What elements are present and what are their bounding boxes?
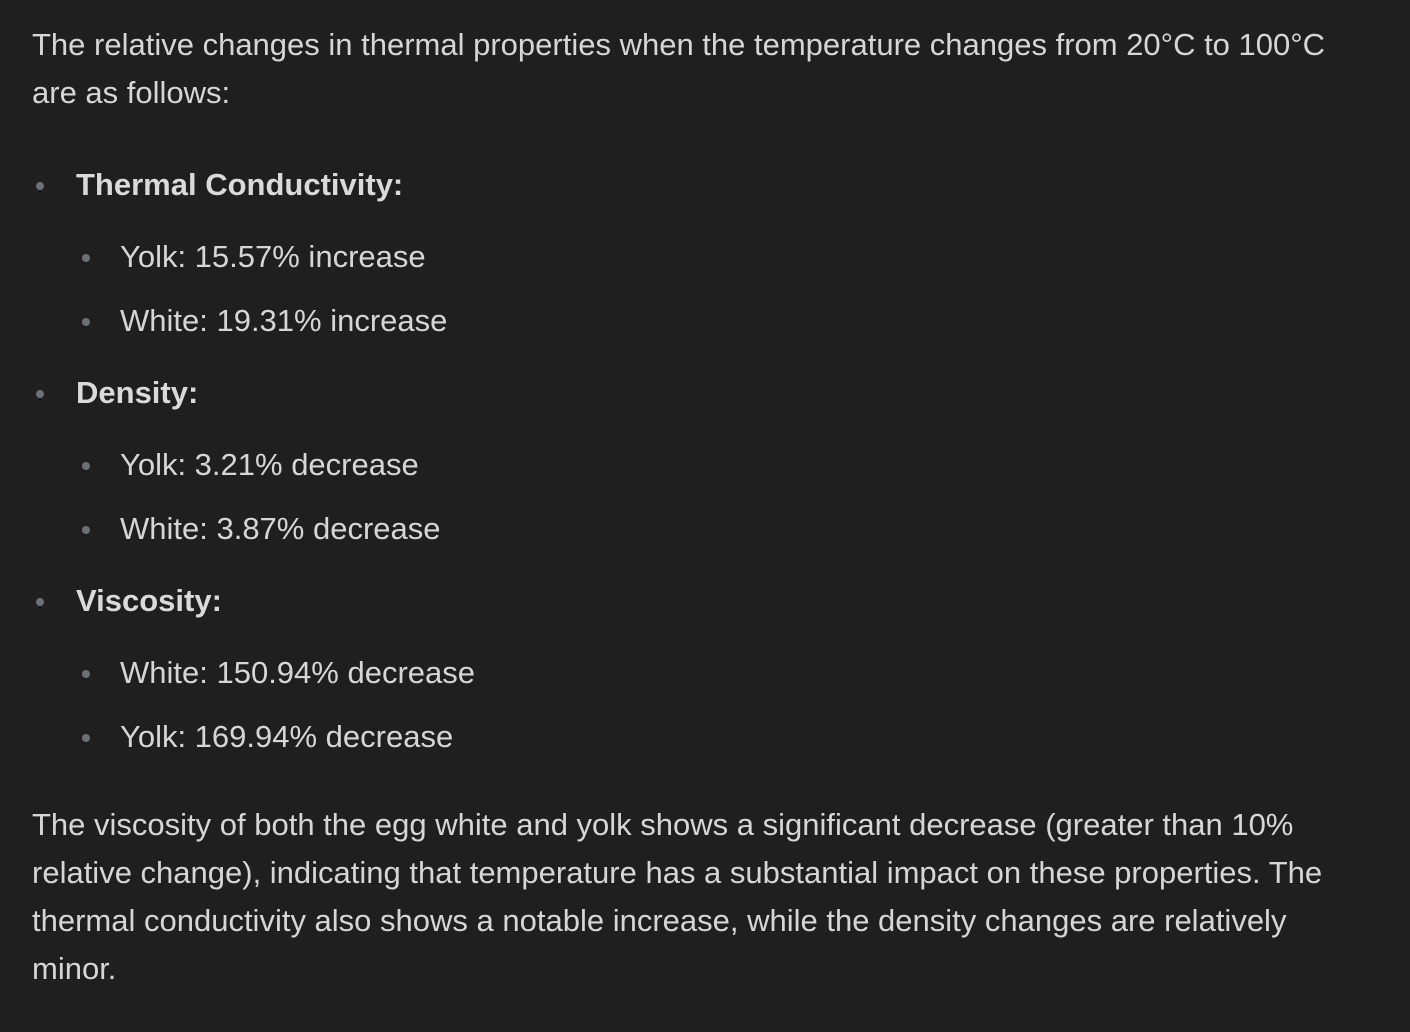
- bullet-icon: [82, 462, 90, 470]
- list-item-text: White: 19.31% increase: [120, 303, 448, 338]
- bullet-icon: [82, 670, 90, 678]
- category-viscosity: Viscosity: White: 150.94% decrease Yolk:…: [32, 577, 1370, 761]
- list-item: Yolk: 3.21% decrease: [82, 441, 1370, 489]
- intro-paragraph: The relative changes in thermal properti…: [32, 27, 1326, 110]
- list-item: White: 19.31% increase: [82, 297, 1370, 345]
- category-thermal-conductivity: Thermal Conductivity: Yolk: 15.57% incre…: [32, 161, 1370, 345]
- sub-list: White: 150.94% decrease Yolk: 169.94% de…: [76, 649, 1370, 761]
- bullet-icon: [82, 526, 90, 534]
- bullet-icon: [36, 182, 44, 190]
- conclusion-paragraph: The viscosity of both the egg white and …: [32, 807, 1323, 986]
- list-item: White: 150.94% decrease: [82, 649, 1370, 697]
- list-item: White: 3.87% decrease: [82, 505, 1370, 553]
- category-title: Viscosity:: [76, 583, 222, 618]
- sub-list: Yolk: 3.21% decrease White: 3.87% decrea…: [76, 441, 1370, 553]
- bullet-icon: [82, 318, 90, 326]
- sub-list: Yolk: 15.57% increase White: 19.31% incr…: [76, 233, 1370, 345]
- category-density: Density: Yolk: 3.21% decrease White: 3.8…: [32, 369, 1370, 553]
- bullet-icon: [82, 254, 90, 262]
- list-item-text: White: 3.87% decrease: [120, 511, 441, 546]
- message-content: The relative changes in thermal properti…: [32, 27, 1370, 986]
- list-item-text: Yolk: 169.94% decrease: [120, 719, 454, 754]
- bullet-icon: [36, 390, 44, 398]
- list-item-text: Yolk: 3.21% decrease: [120, 447, 419, 482]
- list-item-text: Yolk: 15.57% increase: [120, 239, 426, 274]
- list-item: Yolk: 15.57% increase: [82, 233, 1370, 281]
- category-title: Density:: [76, 375, 199, 410]
- bullet-icon: [82, 734, 90, 742]
- category-title: Thermal Conductivity:: [76, 167, 404, 202]
- list-item: Yolk: 169.94% decrease: [82, 713, 1370, 761]
- bullet-icon: [36, 598, 44, 606]
- list-item-text: White: 150.94% decrease: [120, 655, 475, 690]
